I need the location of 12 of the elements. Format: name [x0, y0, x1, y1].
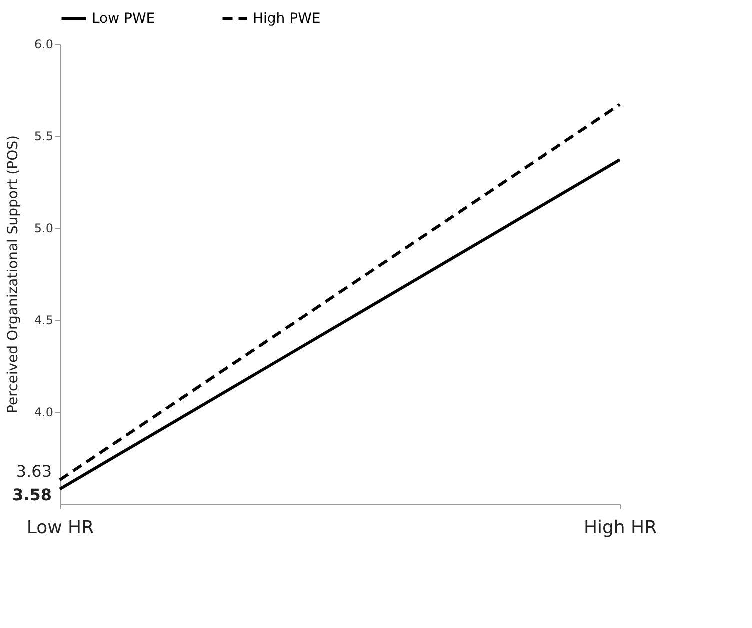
legend-label: High PWE — [253, 11, 321, 27]
y-tick-label: 4.0 — [34, 406, 54, 420]
y-tick-label: 6.0 — [34, 38, 54, 52]
data-label: 3.63 — [16, 462, 52, 482]
y-tick-label: 4.5 — [34, 314, 54, 328]
x-tick-label: High HR — [584, 518, 658, 538]
data-label: 3.58 — [12, 485, 52, 504]
legend-label: Low PWE — [92, 11, 156, 27]
x-tick-label: Low HR — [26, 518, 94, 538]
y-tick-label: 5.0 — [34, 222, 54, 236]
y-tick-label: 5.5 — [34, 130, 54, 144]
y-axis-title: Perceived Organizational Support (POS) — [5, 136, 22, 414]
